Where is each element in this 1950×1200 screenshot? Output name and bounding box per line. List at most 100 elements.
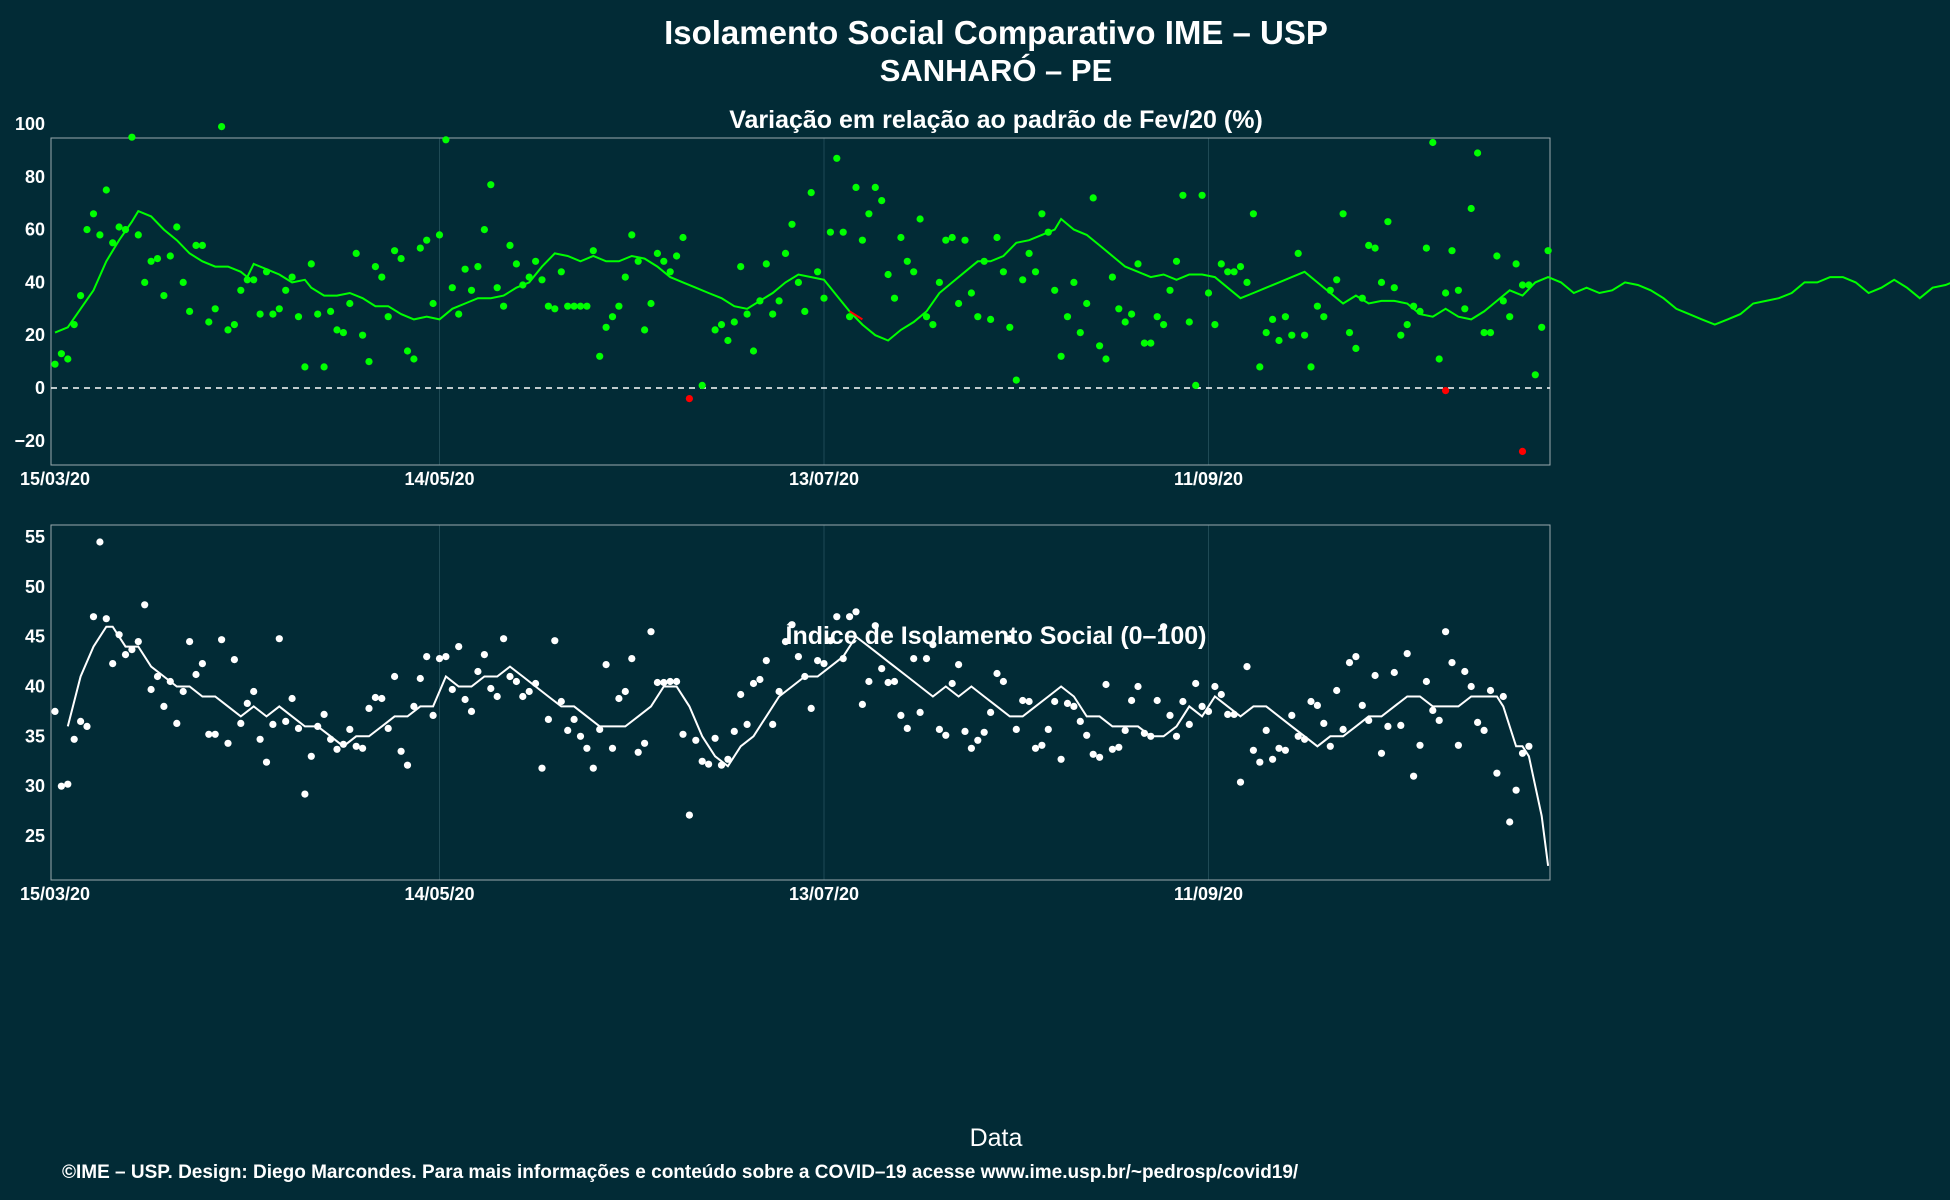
data-point [1333, 686, 1341, 695]
data-point [1486, 329, 1495, 337]
data-point [320, 363, 328, 371]
data-point [70, 735, 78, 743]
x-tick-label: 11/09/20 [1174, 884, 1243, 904]
data-point [1403, 650, 1411, 658]
data-point [1512, 260, 1520, 268]
data-point [1063, 313, 1072, 321]
y-tick-label: 80 [25, 167, 45, 187]
x-tick-label: 14/05/20 [404, 884, 474, 904]
data-point [1480, 726, 1488, 735]
data-point [109, 660, 117, 668]
data-point [1038, 741, 1046, 749]
data-point [327, 735, 335, 743]
data-point [1063, 699, 1072, 708]
data-point [1204, 707, 1213, 716]
data-point [858, 700, 867, 709]
data-point [416, 674, 424, 683]
data-point [64, 780, 72, 788]
data-point [186, 638, 194, 646]
smoothed-series-line [54, 209, 1950, 342]
data-point [948, 679, 956, 688]
data-point [442, 653, 450, 661]
data-point [1339, 725, 1347, 734]
data-point [1275, 744, 1283, 752]
data-point [1140, 729, 1148, 737]
smoothed-line-negative-segment [849, 310, 863, 321]
data-point [493, 284, 501, 292]
data-point [762, 657, 770, 665]
data-point [615, 694, 623, 703]
data-point [282, 286, 290, 294]
data-point [1384, 722, 1392, 731]
data-point [679, 730, 687, 738]
data-point [621, 273, 629, 281]
data-point [365, 358, 373, 366]
data-point [480, 226, 488, 234]
data-point [955, 661, 963, 669]
data-point [756, 675, 764, 684]
data-point [775, 687, 783, 696]
data-point [878, 197, 886, 205]
data-point [1416, 741, 1424, 749]
data-point [967, 289, 976, 297]
data-point [153, 255, 162, 263]
data-point [230, 656, 238, 664]
data-point [429, 299, 437, 308]
data-point [282, 717, 290, 726]
data-point [1403, 321, 1411, 329]
smoothed-series-line [66, 625, 1550, 867]
data-point [1076, 717, 1084, 726]
data-point [653, 678, 662, 687]
data-point [51, 707, 59, 716]
data-point [698, 381, 706, 389]
data-point [1486, 686, 1495, 695]
data-point [205, 318, 213, 326]
data-point [743, 310, 751, 318]
data-point [1172, 257, 1181, 265]
data-point [102, 615, 110, 623]
data-point [192, 670, 200, 679]
data-point [1313, 701, 1321, 710]
data-point [1070, 702, 1078, 711]
data-point [237, 719, 245, 728]
data-point [525, 273, 533, 281]
data-point [378, 273, 386, 281]
data-point [756, 297, 764, 305]
data-point [1262, 726, 1270, 735]
data-point [83, 722, 91, 731]
data-point [211, 305, 219, 313]
data-point [339, 329, 347, 337]
data-point [621, 687, 629, 696]
x-tick-label: 13/07/20 [789, 469, 859, 489]
data-point [320, 710, 328, 719]
data-point [1249, 746, 1257, 754]
data-point [288, 694, 296, 703]
data-point [506, 672, 514, 681]
data-point [211, 730, 219, 738]
data-point [1057, 755, 1065, 763]
data-point [461, 695, 469, 704]
data-point [262, 758, 271, 766]
data-point [403, 347, 412, 355]
data-point [1301, 331, 1309, 339]
data-point [615, 302, 623, 310]
data-point [717, 321, 726, 329]
data-point [1153, 696, 1161, 705]
data-point [987, 315, 995, 323]
data-point [301, 363, 309, 371]
data-point [455, 643, 463, 651]
data-point [878, 665, 886, 673]
data-point [256, 735, 264, 743]
data-point [903, 724, 911, 733]
data-point [1038, 210, 1046, 218]
data-point [371, 693, 379, 702]
data-point [1134, 260, 1142, 268]
data-point [1160, 321, 1168, 329]
data-point [1326, 742, 1334, 750]
data-point [198, 241, 206, 249]
data-point [1377, 749, 1386, 757]
data-point [1096, 753, 1104, 761]
data-point [608, 744, 617, 752]
data-point [1358, 701, 1366, 710]
